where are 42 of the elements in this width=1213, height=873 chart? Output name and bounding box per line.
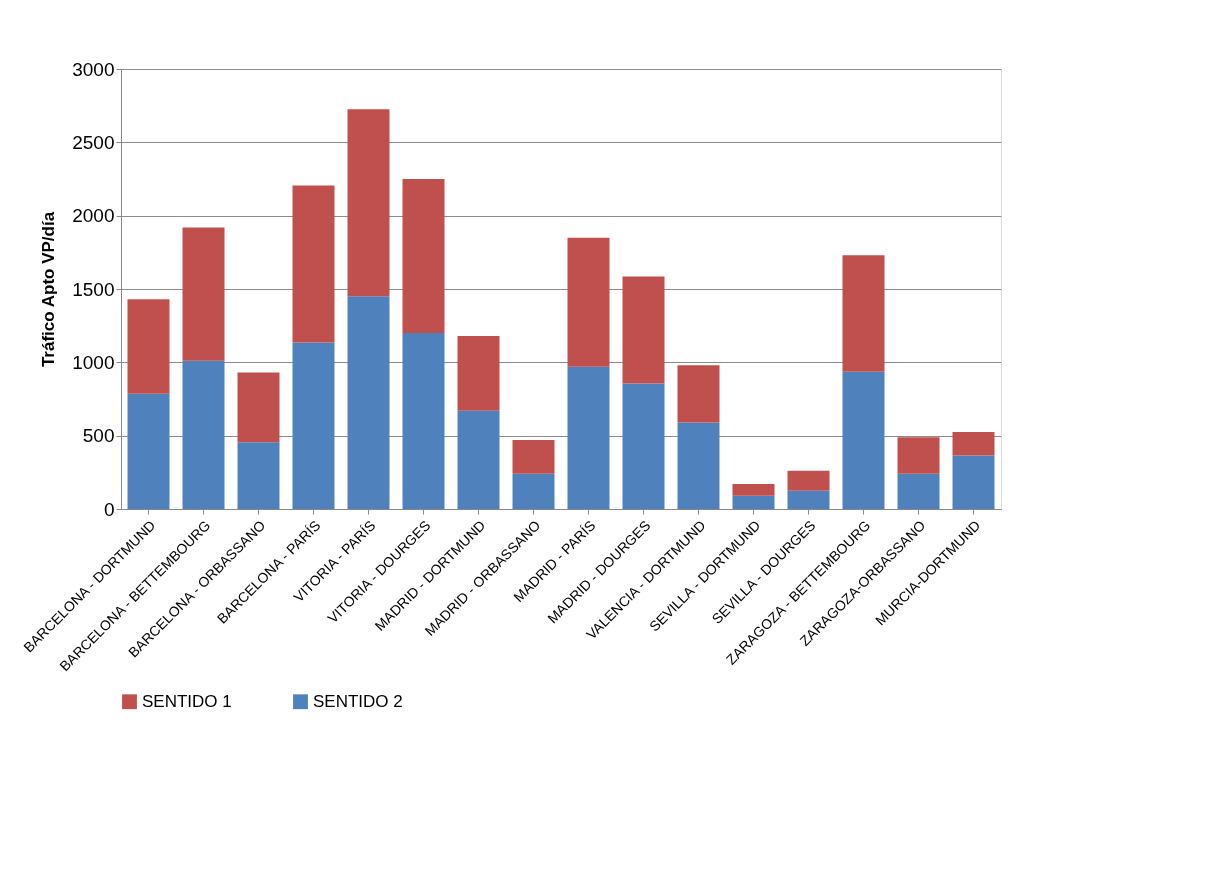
bar (347, 109, 390, 297)
bar (127, 299, 170, 394)
legend-label: SENTIDO 2 (313, 691, 403, 711)
y-tick-label: 1500 (72, 278, 115, 300)
bar (952, 455, 995, 509)
bar (787, 470, 830, 491)
bar (512, 440, 555, 474)
bar (622, 276, 665, 384)
bar (842, 371, 885, 509)
y-tick-label: 1000 (72, 351, 115, 373)
y-tick-label: 2500 (72, 131, 115, 153)
bar (677, 365, 720, 423)
bar (347, 296, 390, 509)
y-tick-label: 500 (82, 425, 115, 447)
bar (897, 473, 940, 509)
bar (842, 255, 885, 372)
y-tick-label: 2000 (72, 205, 115, 227)
y-tick-label: 3000 (72, 58, 115, 80)
bar (457, 410, 500, 509)
bar (457, 335, 500, 411)
bar (402, 333, 445, 509)
bar (787, 490, 830, 509)
bar (897, 437, 940, 474)
bar (237, 372, 280, 443)
bar (512, 473, 555, 509)
bar (677, 422, 720, 509)
legend-label: SENTIDO 1 (142, 691, 232, 711)
bar (567, 237, 610, 367)
bar (127, 393, 170, 509)
bar (292, 185, 335, 343)
bar (952, 432, 995, 456)
y-tick-label: 0 (103, 498, 115, 520)
bar (182, 360, 225, 509)
bar (402, 179, 445, 333)
y-axis-title: Tráfico Apto VP/día (39, 211, 59, 368)
bar (292, 342, 335, 509)
bar (237, 442, 280, 509)
bar (732, 495, 775, 509)
bar (567, 366, 610, 509)
bar (622, 383, 665, 509)
bar (182, 227, 225, 361)
bar (732, 484, 775, 496)
